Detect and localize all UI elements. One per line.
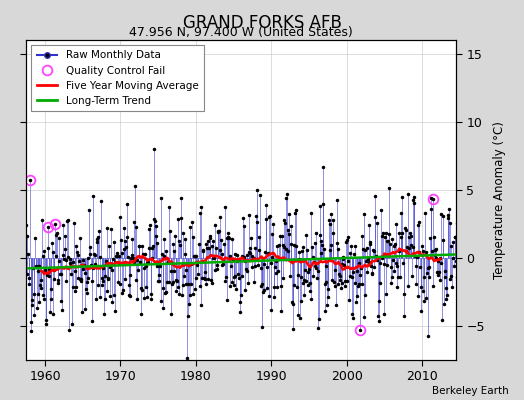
Legend: Raw Monthly Data, Quality Control Fail, Five Year Moving Average, Long-Term Tren: Raw Monthly Data, Quality Control Fail, …: [31, 45, 204, 111]
Text: Berkeley Earth: Berkeley Earth: [432, 386, 508, 396]
Title: 47.956 N, 97.400 W (United States): 47.956 N, 97.400 W (United States): [129, 26, 353, 39]
Text: GRAND FORKS AFB: GRAND FORKS AFB: [182, 14, 342, 32]
Y-axis label: Temperature Anomaly (°C): Temperature Anomaly (°C): [493, 121, 506, 279]
